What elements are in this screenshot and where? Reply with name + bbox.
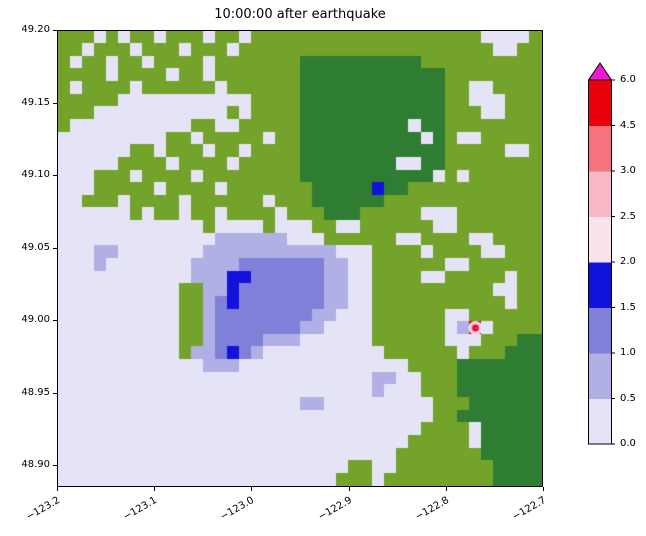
- x-tick-mark: [251, 487, 253, 491]
- x-tick-mark: [445, 487, 447, 491]
- x-tick-label: −123.1: [121, 494, 160, 523]
- x-tick-mark: [154, 487, 156, 491]
- x-tick-mark: [57, 487, 58, 491]
- colorbar-tick-label: 0.5: [620, 392, 636, 404]
- x-tick-label: −122.8: [413, 494, 451, 523]
- y-tick-mark: [53, 392, 57, 394]
- x-tick-label: −122.7: [510, 494, 548, 523]
- x-tick-label: −123.2: [24, 494, 63, 523]
- colorbar-tick-label: 0.0: [620, 438, 636, 449]
- colorbar-tick-label: 6.0: [620, 74, 636, 85]
- y-tick-label: 49.15: [21, 96, 50, 108]
- y-tick-label: 49.00: [21, 314, 50, 326]
- colorbar: [587, 62, 622, 454]
- x-tick-label: −122.9: [316, 494, 354, 523]
- map-plot-area: [57, 30, 543, 487]
- colorbar-tick-label: 2.0: [620, 256, 636, 267]
- y-tick-label: 48.95: [21, 386, 50, 398]
- y-tick-mark: [53, 465, 57, 467]
- y-tick-label: 49.05: [21, 241, 50, 253]
- colorbar-tick-label: 2.5: [620, 210, 636, 222]
- x-tick-mark: [348, 487, 350, 491]
- colorbar-tick-label: 3.0: [620, 165, 636, 176]
- colorbar-tick-label: 1.0: [620, 347, 636, 358]
- colorbar-svg: [587, 62, 615, 445]
- y-tick-mark: [53, 102, 57, 104]
- x-tick-label: −123.0: [218, 494, 257, 523]
- y-tick-label: 49.10: [21, 169, 50, 181]
- y-tick-mark: [53, 320, 57, 322]
- y-tick-label: 48.90: [21, 459, 50, 471]
- colorbar-tick-label: 4.5: [620, 119, 636, 131]
- x-tick-mark: [543, 487, 544, 491]
- y-tick-mark: [53, 30, 57, 31]
- y-tick-label: 49.20: [21, 24, 50, 35]
- colorbar-tick-label: 1.5: [620, 301, 636, 313]
- y-tick-mark: [53, 247, 57, 249]
- inundation-heatmap-canvas: [58, 31, 542, 486]
- plot-title: 10:00:00 after earthquake: [214, 7, 386, 22]
- y-tick-mark: [53, 175, 57, 177]
